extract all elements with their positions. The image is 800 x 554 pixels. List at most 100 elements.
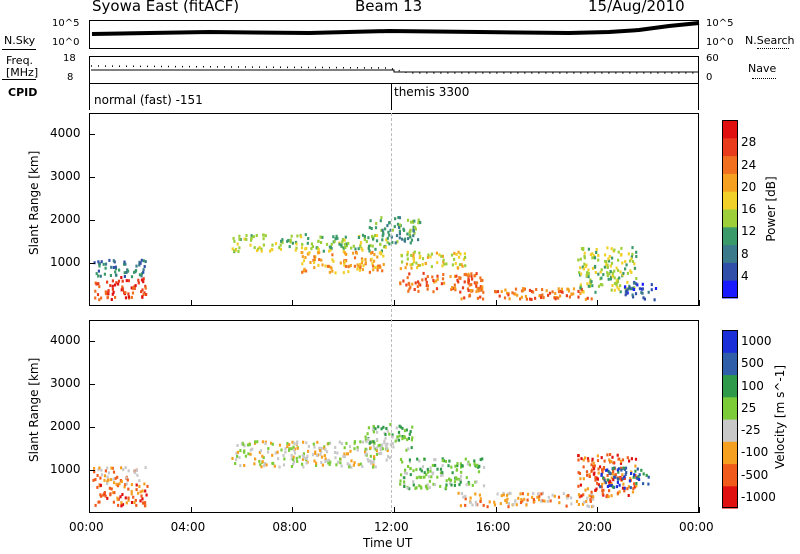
heatmap-cell — [254, 441, 257, 445]
heatmap-cell — [507, 502, 510, 506]
heatmap-cell — [396, 240, 399, 244]
heatmap-cell — [525, 297, 528, 301]
heatmap-cell — [313, 260, 316, 264]
heatmap-cell — [635, 250, 638, 254]
heatmap-cell — [630, 457, 633, 461]
heatmap-cell — [112, 500, 115, 504]
heatmap-cell — [279, 247, 282, 251]
heatmap-cell — [431, 275, 434, 279]
heatmap-cell — [634, 464, 637, 468]
heatmap-cell — [532, 492, 535, 495]
colorbar-tick-label: 1000 — [741, 334, 772, 349]
heatmap-cell — [142, 277, 145, 281]
heatmap-cell — [605, 263, 608, 267]
heatmap-cell — [618, 457, 621, 461]
heatmap-cell — [418, 475, 421, 479]
heatmap-cell — [250, 238, 253, 242]
heatmap-cell — [429, 469, 432, 473]
heatmap-cell — [403, 228, 406, 232]
heatmap-cell — [469, 501, 472, 505]
heatmap-cell — [386, 236, 389, 240]
heatmap-cell — [496, 492, 499, 496]
heatmap-cell — [98, 500, 101, 504]
heatmap-cell — [482, 503, 485, 507]
heatmap-cell — [124, 496, 127, 500]
heatmap-cell — [402, 279, 405, 283]
heatmap-cell — [645, 473, 648, 477]
heatmap-cell — [96, 485, 99, 489]
heatmap-cell — [654, 287, 658, 290]
colorbar-swatch — [722, 485, 738, 509]
heatmap-cell — [428, 486, 431, 490]
heatmap-cell — [316, 440, 319, 444]
heatmap-cell — [587, 459, 590, 463]
heatmap-cell — [616, 491, 620, 495]
heatmap-cell — [613, 248, 616, 252]
heatmap-cell — [586, 296, 589, 300]
y-tick-label: 4000 — [50, 333, 81, 348]
power-colorbar-label: Power [dB] — [764, 176, 778, 242]
heatmap-cell — [448, 477, 451, 481]
heatmap-cell — [233, 249, 236, 253]
heatmap-cell — [618, 477, 622, 480]
heatmap-cell — [597, 471, 600, 475]
heatmap-cell — [612, 461, 615, 465]
heatmap-cell — [301, 255, 304, 259]
heatmap-cell — [480, 287, 483, 291]
heatmap-cell — [586, 282, 589, 286]
heatmap-cell — [385, 445, 388, 449]
colorbar-swatch — [722, 396, 738, 420]
y-tick-mark — [89, 470, 95, 472]
heatmap-cell — [243, 444, 246, 448]
heatmap-cell — [369, 251, 373, 255]
heatmap-cell — [302, 465, 305, 469]
heatmap-cell — [459, 478, 462, 482]
heatmap-cell — [505, 493, 509, 497]
heatmap-cell — [396, 435, 399, 439]
heatmap-cell — [409, 430, 412, 434]
heatmap-cell — [532, 498, 535, 501]
heatmap-cell — [479, 285, 482, 289]
heatmap-cell — [376, 430, 379, 434]
heatmap-cell — [361, 268, 364, 272]
heatmap-cell — [127, 295, 130, 299]
x-tick-label: 04:00 — [170, 520, 206, 534]
heatmap-cell — [442, 273, 445, 276]
heatmap-cell — [95, 282, 98, 286]
heatmap-cell — [329, 460, 332, 464]
heatmap-cell — [342, 271, 345, 275]
heatmap-cell — [103, 491, 106, 494]
heatmap-cell — [262, 243, 265, 247]
heatmap-cell — [471, 483, 474, 487]
heatmap-cell — [413, 219, 416, 223]
heatmap-cell — [590, 297, 593, 301]
heatmap-cell — [410, 266, 413, 270]
heatmap-cell — [117, 282, 120, 286]
heatmap-cell — [642, 472, 645, 476]
heatmap-cell — [450, 483, 453, 487]
velocity-heatmap — [92, 423, 650, 509]
colorbar-swatch — [722, 352, 738, 376]
heatmap-cell — [591, 256, 594, 260]
heatmap-cell — [436, 467, 439, 471]
heatmap-cell — [371, 264, 375, 268]
heatmap-cell — [594, 271, 597, 274]
heatmap-cell — [356, 263, 359, 267]
heatmap-cell — [553, 296, 556, 300]
heatmap-cell — [478, 288, 481, 292]
heatmap-cell — [97, 260, 100, 264]
heatmap-cell — [118, 268, 121, 272]
heatmap-cell — [301, 262, 304, 266]
heatmap-cell — [263, 464, 266, 468]
heatmap-cell — [457, 280, 460, 284]
heatmap-cell — [626, 271, 629, 275]
heatmap-cell — [262, 237, 265, 241]
heatmap-cell — [591, 252, 594, 256]
heatmap-cell — [443, 281, 446, 285]
freq-label-1: Freq. — [6, 54, 34, 67]
heatmap-cell — [606, 453, 609, 457]
heatmap-cell — [615, 485, 618, 489]
heatmap-cell — [413, 288, 416, 291]
heatmap-cell — [577, 458, 580, 462]
heatmap-cell — [582, 493, 585, 497]
